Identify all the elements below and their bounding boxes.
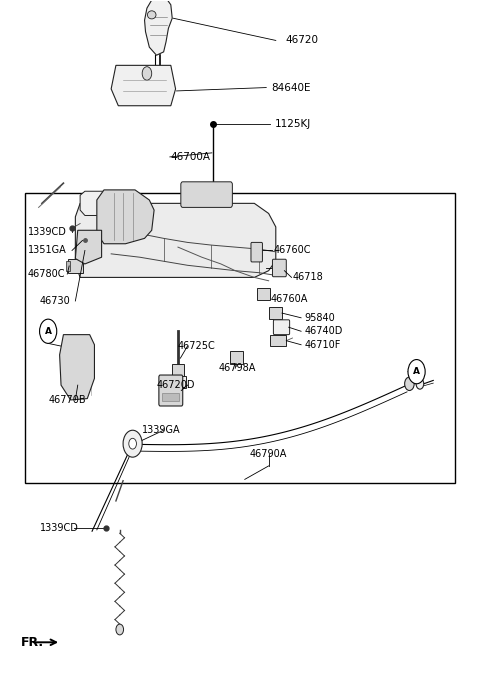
Text: 46760C: 46760C — [274, 245, 311, 256]
Circle shape — [116, 624, 123, 635]
Bar — [162, 393, 180, 402]
Polygon shape — [97, 190, 154, 244]
Bar — [170, 377, 186, 389]
Polygon shape — [111, 66, 176, 105]
Text: 84640E: 84640E — [271, 82, 311, 93]
Text: 46760A: 46760A — [271, 294, 308, 304]
Text: 46780C: 46780C — [28, 269, 65, 279]
Polygon shape — [144, 0, 172, 55]
Circle shape — [408, 360, 425, 384]
Polygon shape — [80, 191, 123, 216]
Text: 1125KJ: 1125KJ — [275, 119, 311, 129]
Polygon shape — [75, 203, 276, 277]
Circle shape — [129, 438, 136, 449]
Text: A: A — [413, 367, 420, 376]
FancyBboxPatch shape — [159, 375, 183, 406]
Circle shape — [142, 67, 152, 80]
Text: 46770B: 46770B — [48, 395, 86, 405]
Text: 1351GA: 1351GA — [28, 245, 66, 256]
Text: 46790A: 46790A — [250, 449, 287, 459]
Text: 46700A: 46700A — [171, 152, 211, 162]
Text: A: A — [45, 327, 52, 336]
Bar — [68, 258, 83, 273]
Text: 1339CD: 1339CD — [28, 226, 67, 237]
Text: 95840: 95840 — [304, 313, 335, 323]
Ellipse shape — [147, 11, 156, 19]
Bar — [229, 352, 243, 364]
Text: 1339GA: 1339GA — [142, 425, 181, 435]
Text: 46720: 46720 — [285, 35, 318, 45]
Circle shape — [39, 319, 57, 343]
Circle shape — [405, 377, 414, 391]
Bar — [270, 335, 286, 346]
Text: 46730: 46730 — [39, 296, 70, 306]
Circle shape — [416, 379, 424, 389]
Text: 46798A: 46798A — [218, 363, 256, 373]
Bar — [269, 307, 282, 319]
Text: FR.: FR. — [21, 636, 44, 649]
FancyBboxPatch shape — [181, 182, 232, 208]
Bar — [257, 288, 270, 300]
Bar — [25, 193, 455, 483]
Text: 46710F: 46710F — [304, 340, 341, 349]
Polygon shape — [75, 231, 102, 264]
Polygon shape — [60, 335, 95, 400]
Ellipse shape — [154, 68, 164, 74]
Text: 46720D: 46720D — [156, 380, 195, 390]
Bar — [172, 364, 184, 377]
FancyBboxPatch shape — [274, 320, 289, 335]
Circle shape — [123, 430, 142, 457]
Text: 46740D: 46740D — [304, 327, 343, 336]
FancyBboxPatch shape — [273, 259, 286, 276]
Text: 46725C: 46725C — [178, 341, 216, 351]
Text: 46718: 46718 — [292, 272, 323, 283]
FancyBboxPatch shape — [251, 243, 263, 262]
Bar — [66, 261, 70, 270]
Text: 1339CD: 1339CD — [39, 523, 78, 533]
